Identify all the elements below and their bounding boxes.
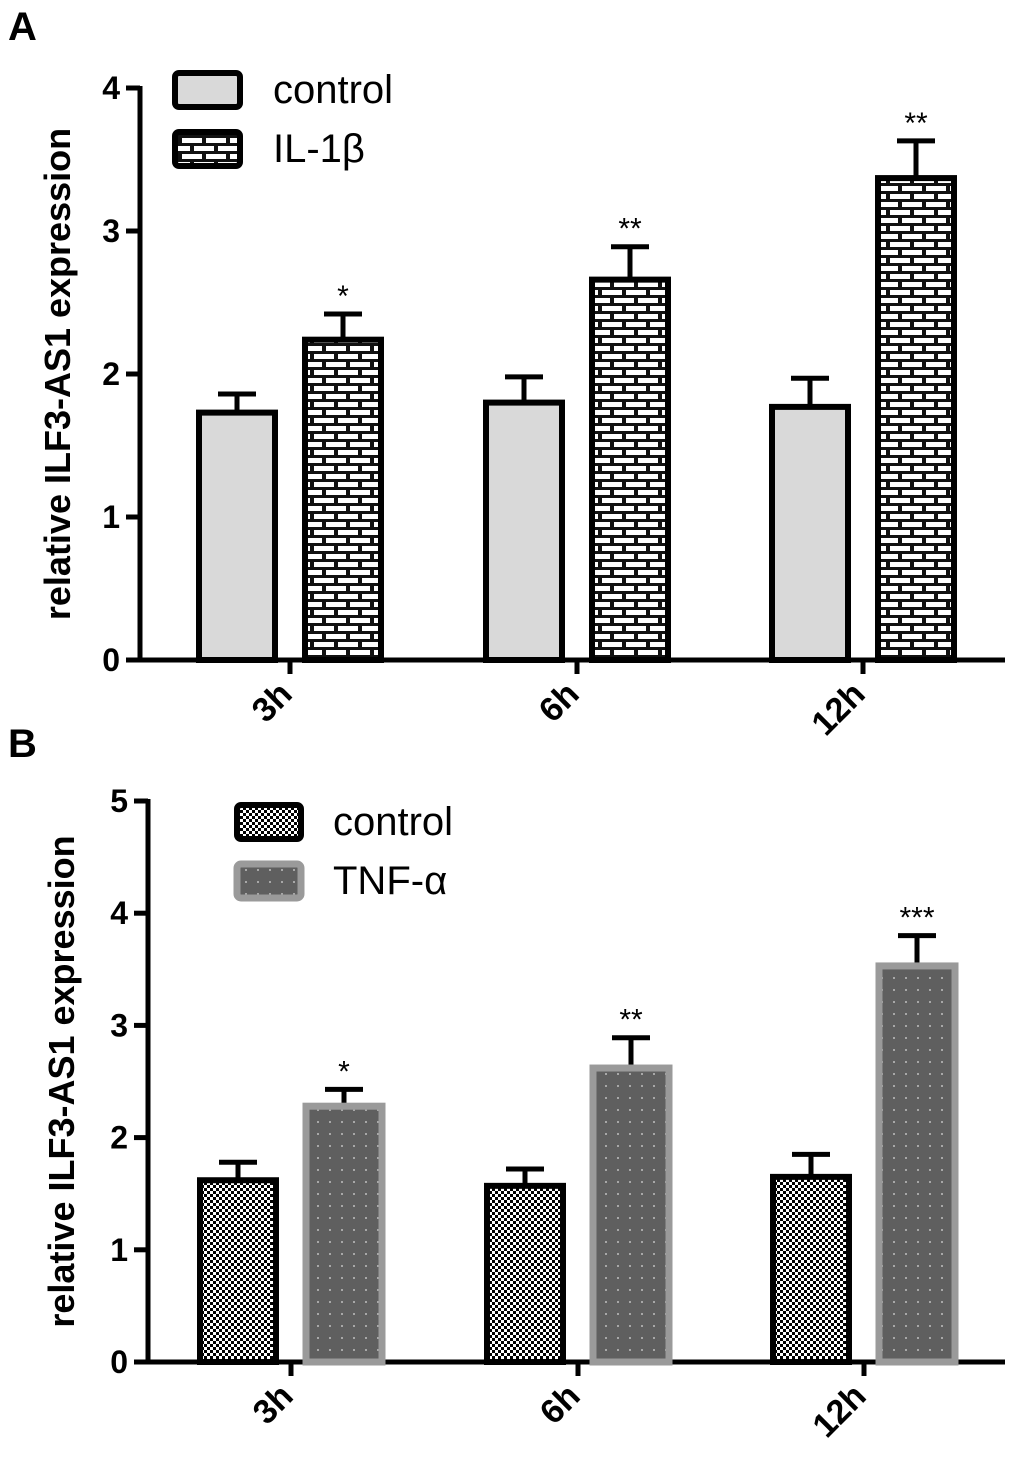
y-axis-label: relative ILF3-AS1 expression — [41, 835, 82, 1327]
legend-label: control — [273, 68, 393, 112]
bar-treatment — [302, 1102, 386, 1366]
x-tick-label: 12h — [805, 1377, 873, 1445]
y-tick-label: 0 — [102, 642, 120, 678]
x-tick-label: 6h — [532, 675, 587, 730]
y-tick-label: 3 — [102, 213, 120, 249]
legend-swatch — [172, 70, 243, 110]
panel-label: A — [8, 5, 37, 49]
y-tick-label: 1 — [110, 1232, 128, 1268]
panel-label: B — [8, 722, 37, 766]
bar-treatment — [875, 962, 959, 1366]
bar-treatment — [302, 336, 384, 663]
y-tick-label: 0 — [110, 1344, 128, 1380]
bar-treatment — [875, 175, 957, 663]
legend-label: TNF-α — [333, 859, 447, 903]
legend-label: control — [333, 800, 453, 844]
legend-swatch — [172, 129, 243, 169]
y-tick-label: 2 — [110, 1120, 128, 1156]
y-tick-label: 3 — [110, 1007, 128, 1043]
bar-control — [197, 1177, 279, 1365]
legend-swatch — [234, 802, 304, 842]
y-tick-label: 1 — [102, 499, 120, 535]
significance-marker: ** — [618, 213, 642, 246]
x-tick-label: 3h — [246, 1377, 301, 1432]
y-axis-label: relative ILF3-AS1 expression — [37, 128, 78, 620]
significance-marker: * — [338, 1055, 350, 1088]
x-tick-label: 3h — [245, 675, 300, 730]
y-tick-label: 4 — [110, 895, 128, 931]
y-tick-label: 5 — [110, 783, 128, 819]
legend-swatch — [233, 860, 305, 902]
bar-treatment — [589, 276, 671, 663]
significance-marker: *** — [899, 902, 934, 935]
significance-marker: ** — [619, 1004, 643, 1037]
y-tick-label: 4 — [102, 70, 120, 106]
significance-marker: * — [337, 280, 349, 313]
legend-label: IL-1β — [273, 127, 365, 171]
significance-marker: ** — [904, 107, 928, 140]
bar-control — [484, 1182, 566, 1365]
bar-control — [770, 1173, 852, 1365]
bar-control — [769, 403, 851, 664]
x-tick-label: 12h — [804, 675, 872, 743]
bar-control — [196, 409, 278, 663]
bar-control — [483, 399, 565, 663]
y-tick-label: 2 — [102, 356, 120, 392]
bar-treatment — [589, 1064, 673, 1366]
x-tick-label: 6h — [533, 1377, 588, 1432]
